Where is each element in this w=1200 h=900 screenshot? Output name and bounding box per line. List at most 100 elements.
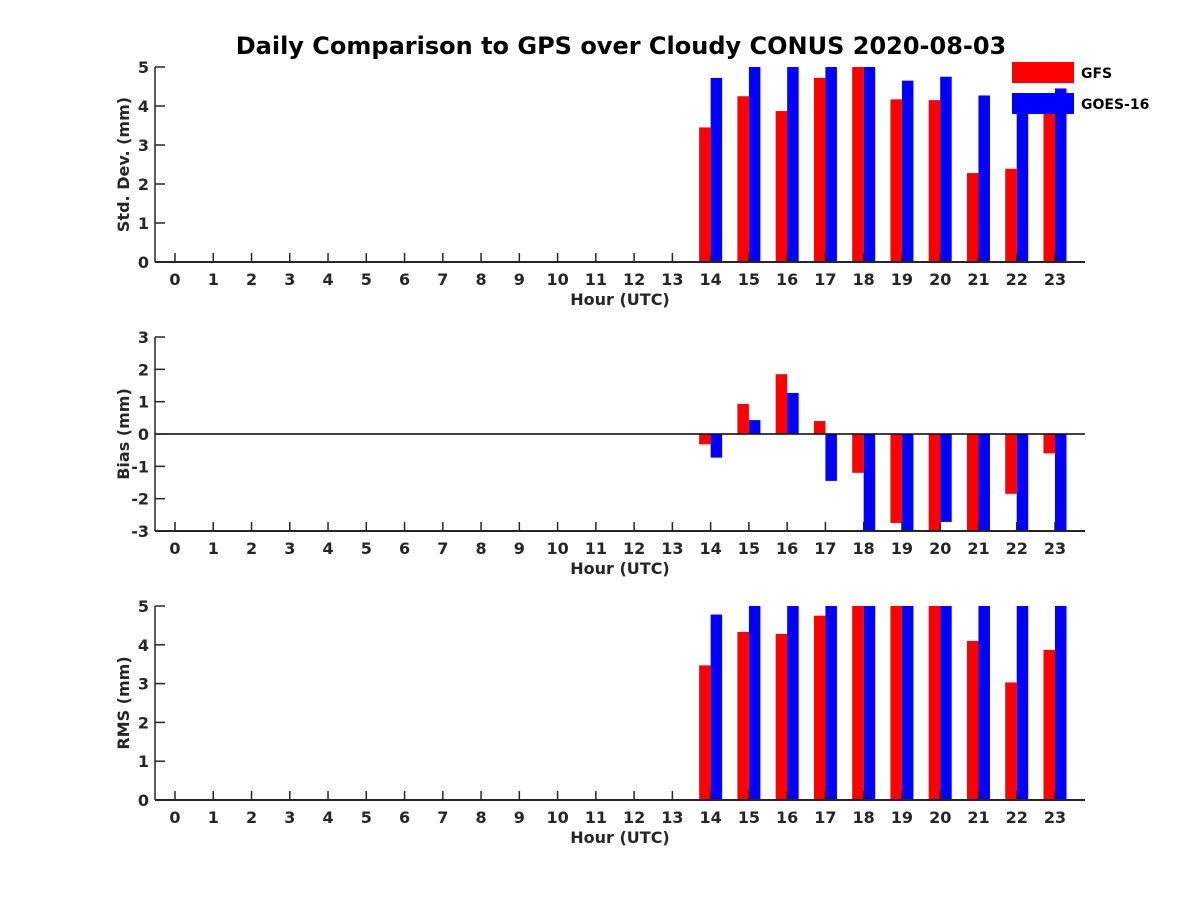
x-tick-label: 20 (929, 539, 951, 558)
bar-goes-16-h21 (978, 434, 990, 531)
x-tick-label: 22 (1006, 539, 1028, 558)
x-tick-label: 18 (853, 270, 875, 289)
y-tick-label: 1 (138, 214, 149, 233)
x-tick-label: 8 (476, 270, 487, 289)
bar-goes-16-h16 (787, 67, 799, 262)
legend-label-goes-16: GOES-16 (1081, 97, 1149, 113)
x-tick-label: 17 (814, 808, 836, 827)
bar-goes-16-h16 (787, 392, 799, 434)
x-tick-label: 3 (284, 808, 295, 827)
bar-goes-16-h15 (748, 606, 761, 800)
y-tick-label: 0 (138, 425, 149, 444)
x-axis-label: Hour (UTC) (570, 828, 670, 847)
x-tick-label: 1 (208, 808, 219, 827)
y-tick-label: -2 (131, 490, 149, 509)
x-tick-label: 19 (891, 539, 913, 558)
bar-gfs-h19 (890, 99, 902, 263)
bar-goes-16-h18 (863, 67, 876, 262)
x-tick-label: 12 (623, 808, 645, 827)
bar-gfs-h18 (852, 606, 864, 800)
x-tick-label: 15 (738, 270, 760, 289)
x-tick-label: 12 (623, 270, 645, 289)
x-tick-label: 5 (361, 539, 372, 558)
bar-gfs-h23 (1043, 649, 1055, 800)
y-tick-label: 5 (138, 597, 149, 616)
legend-label-gfs: GFS (1081, 66, 1112, 82)
x-axis-label: Hour (UTC) (570, 559, 670, 578)
x-tick-label: 11 (585, 270, 607, 289)
x-tick-label: 2 (246, 270, 257, 289)
x-tick-label: 14 (700, 539, 722, 558)
x-tick-label: 6 (399, 539, 410, 558)
bar-gfs-h14 (699, 434, 711, 445)
x-tick-label: 20 (929, 808, 951, 827)
bar-goes-16-h15 (748, 67, 761, 262)
bar-gfs-h21 (966, 640, 979, 800)
y-tick-label: 0 (138, 791, 149, 810)
bar-gfs-h19 (890, 606, 902, 800)
bar-goes-16-h22 (1016, 434, 1029, 531)
panel-2: 0 1 2 3 4 5 6 7 8 9 10 11 12 13 14 15 16 17 18 19 20 21 22 23-3… (114, 328, 1085, 578)
legend-swatch-goes-16 (1012, 93, 1074, 114)
x-tick-label: 5 (361, 808, 372, 827)
x-tick-label: 19 (891, 270, 913, 289)
bar-gfs-h20 (928, 100, 941, 263)
y-tick-label: 2 (138, 360, 149, 379)
bar-goes-16-h21 (978, 606, 990, 800)
bar-gfs-h20 (928, 606, 941, 800)
x-tick-label: 1 (208, 539, 219, 558)
bar-gfs-h18 (852, 67, 864, 262)
y-tick-label: 1 (138, 752, 149, 771)
bar-gfs-h16 (775, 374, 788, 434)
bar-goes-16-h22 (1016, 606, 1029, 800)
bar-goes-16-h19 (901, 80, 914, 263)
x-axis-label: Hour (UTC) (570, 290, 670, 309)
x-tick-label: 14 (700, 270, 722, 289)
bar-goes-16-h18 (863, 606, 876, 800)
y-tick-label: 3 (138, 675, 149, 694)
bar-goes-16-h20 (940, 606, 952, 800)
bar-goes-16-h21 (978, 95, 990, 262)
x-tick-label: 18 (853, 539, 875, 558)
bar-gfs-h22 (1005, 168, 1017, 262)
y-axis-label: Std. Dev. (mm) (114, 97, 133, 232)
bar-goes-16-h23 (1054, 606, 1067, 800)
x-tick-label: 4 (322, 270, 333, 289)
y-tick-label: 4 (138, 636, 149, 655)
bar-goes-16-h20 (940, 434, 952, 522)
bar-gfs-h18 (852, 434, 864, 473)
x-tick-label: 6 (399, 808, 410, 827)
y-axis-label: RMS (mm) (114, 656, 133, 749)
bar-gfs-h14 (699, 127, 711, 262)
bar-goes-16-h17 (825, 606, 837, 800)
x-tick-label: 17 (814, 270, 836, 289)
panel-1: 0 1 2 3 4 5 6 7 8 9 10 11 12 13 14 15 16 17 18 19 20 21 22 2301… (114, 58, 1085, 309)
x-tick-label: 9 (514, 808, 525, 827)
bar-gfs-h15 (737, 403, 749, 434)
y-tick-label: 1 (138, 393, 149, 412)
y-tick-label: 2 (138, 175, 149, 194)
x-tick-label: 7 (437, 808, 448, 827)
x-tick-label: 21 (967, 808, 989, 827)
bar-gfs-h22 (1005, 434, 1017, 494)
y-tick-label: -3 (131, 522, 149, 541)
y-tick-label: 3 (138, 328, 149, 347)
x-tick-label: 10 (546, 539, 568, 558)
bar-gfs-h23 (1043, 434, 1055, 454)
y-tick-label: -1 (131, 457, 149, 476)
y-tick-label: 2 (138, 713, 149, 732)
bar-gfs-h17 (813, 421, 826, 434)
x-tick-label: 3 (284, 270, 295, 289)
bar-goes-16-h16 (787, 606, 799, 800)
x-tick-label: 6 (399, 270, 410, 289)
x-tick-label: 2 (246, 539, 257, 558)
x-tick-label: 11 (585, 539, 607, 558)
bar-gfs-h14 (699, 665, 711, 800)
x-tick-label: 20 (929, 270, 951, 289)
x-tick-label: 1 (208, 270, 219, 289)
bar-gfs-h20 (928, 434, 941, 531)
bar-goes-16-h19 (901, 434, 914, 531)
bar-goes-16-h14 (710, 434, 723, 458)
x-tick-label: 23 (1044, 808, 1066, 827)
x-tick-label: 9 (514, 539, 525, 558)
